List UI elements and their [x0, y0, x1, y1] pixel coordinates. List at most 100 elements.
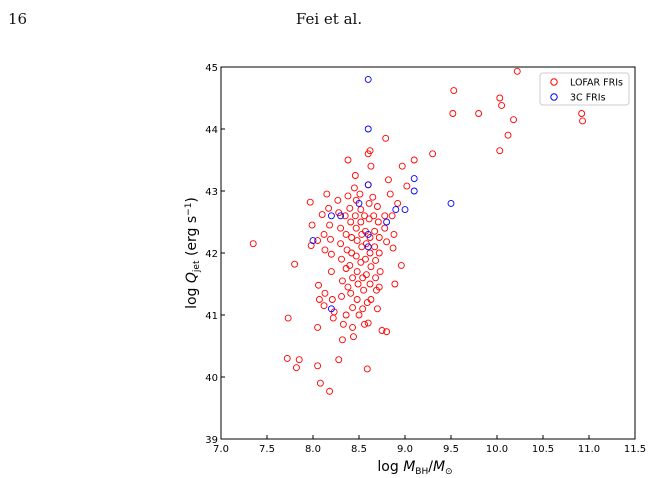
data-point [347, 218, 355, 226]
series-3c-fris [309, 75, 455, 313]
data-point [367, 263, 375, 271]
data-point [362, 271, 370, 279]
data-point [328, 296, 336, 303]
data-point [309, 237, 317, 245]
data-point [364, 243, 372, 251]
plot-frame [220, 66, 636, 440]
x-tick-label: 11.0 [578, 444, 600, 455]
data-point [381, 212, 389, 220]
legend: LOFAR FRIs 3C FRIs [539, 72, 630, 106]
data-point [355, 311, 363, 319]
data-point [327, 305, 335, 313]
data-point [389, 244, 397, 252]
x-tick-label: 9.5 [443, 444, 459, 455]
data-point [357, 218, 365, 226]
data-point [398, 162, 406, 170]
data-point [361, 320, 368, 328]
data-point [352, 252, 360, 260]
data-point [371, 227, 379, 235]
data-point [384, 176, 392, 184]
data-point [359, 274, 367, 282]
data-point [363, 365, 371, 373]
data-point [364, 181, 372, 189]
data-point [383, 218, 391, 226]
data-point [376, 268, 384, 276]
data-point [475, 110, 483, 117]
data-point [343, 246, 351, 254]
data-point [364, 230, 372, 238]
data-point [352, 224, 360, 232]
data-point [355, 199, 363, 207]
data-point [371, 243, 379, 251]
running-head: Fei et al. [295, 10, 363, 28]
data-point [283, 354, 291, 362]
data-point [337, 212, 345, 220]
data-point [392, 206, 400, 214]
data-point [361, 255, 369, 263]
x-tick-label: 7.0 [213, 444, 229, 455]
data-point [401, 206, 409, 214]
data-point [315, 296, 323, 303]
data-point [344, 156, 352, 164]
data-point [397, 261, 405, 269]
data-point [348, 234, 356, 241]
x-tick-label: 8.0 [305, 444, 321, 455]
x-tick-label: 7.5 [259, 444, 275, 455]
data-point [394, 199, 402, 207]
data-point [357, 206, 365, 214]
data-point [383, 328, 391, 336]
data-point [383, 238, 391, 246]
x-axis-label: log MBH/M⊙ [377, 459, 452, 477]
data-point [314, 237, 322, 245]
data-point [373, 203, 381, 210]
data-point [249, 240, 257, 248]
x-tick-label: 10.5 [532, 444, 554, 455]
page-number: 16 [8, 10, 28, 28]
y-tick-label: 45 [205, 63, 218, 74]
data-point [365, 199, 373, 207]
data-point [364, 125, 372, 133]
data-point [410, 187, 418, 195]
data-point [295, 356, 303, 364]
data-point [337, 240, 345, 248]
data-point [315, 281, 322, 289]
data-point [335, 356, 343, 364]
data-point [342, 230, 350, 238]
data-point [504, 131, 512, 139]
x-tick-label: 10.0 [486, 444, 508, 455]
data-point [382, 134, 390, 142]
data-point [306, 198, 314, 206]
data-point [325, 204, 333, 212]
data-point [513, 67, 521, 75]
data-point [578, 110, 586, 117]
data-point [339, 320, 347, 328]
data-point [361, 212, 368, 220]
legend-box [539, 72, 630, 106]
data-point [320, 302, 328, 310]
data-point [364, 319, 372, 327]
data-point [363, 299, 371, 307]
data-point [327, 250, 335, 258]
data-point [353, 268, 361, 276]
data-point [366, 249, 374, 257]
data-point [334, 196, 342, 204]
data-point [344, 283, 352, 291]
data-point [366, 147, 374, 155]
data-point [314, 362, 322, 370]
legend-marker-3c [550, 93, 558, 101]
data-point [372, 256, 380, 264]
data-point [321, 246, 329, 254]
data-point [316, 379, 324, 387]
data-point [359, 305, 367, 313]
data-point [364, 75, 372, 83]
data-point [337, 224, 345, 232]
y-tick-label: 41 [205, 311, 218, 322]
data-point [348, 249, 356, 257]
data-point [307, 242, 315, 250]
data-point [496, 147, 504, 155]
axis-ticks: 7.0 7.5 8.0 8.5 9.0 9.5 10.0 10.5 11.0 11.5 39 40 41… [205, 63, 646, 455]
data-point [321, 289, 329, 297]
data-point [320, 230, 328, 238]
data-point [367, 296, 375, 303]
data-point [449, 110, 457, 117]
